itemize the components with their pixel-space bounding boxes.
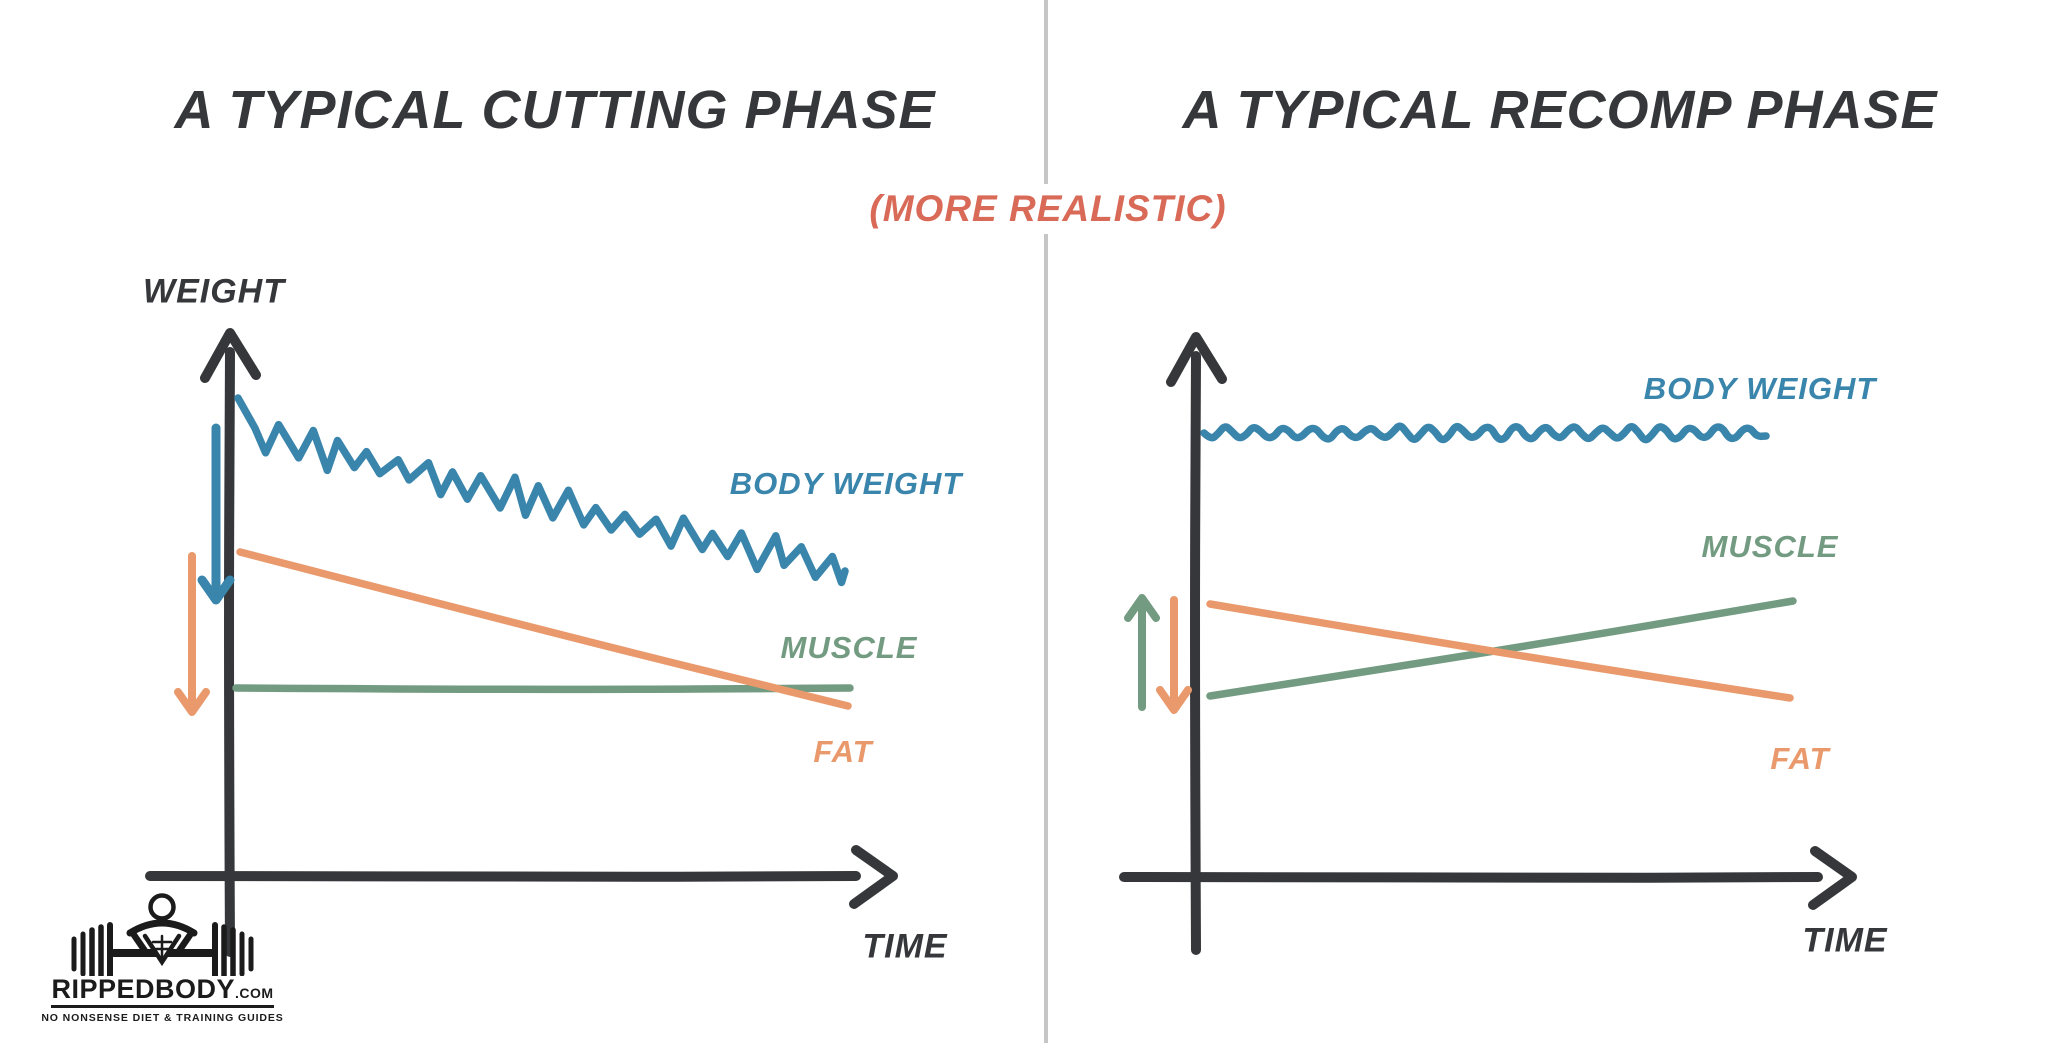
recomp-phase-fat-line [1206, 600, 1794, 702]
right-x-axis-label: TIME [1802, 921, 1888, 960]
recomp-phase-y-axis [1190, 351, 1201, 955]
logo-tagline: NO NONSENSE DIET & TRAINING GUIDES [41, 1012, 284, 1024]
logo-brand-suffix: .COM [235, 985, 274, 1001]
cutting-phase-fat-down-arrow-head [174, 688, 210, 716]
cutting-phase-body-weight-line [234, 394, 849, 587]
subtitle-more-realistic: (MORE REALISTIC) [851, 184, 1245, 234]
logo-brand-text: RIPPEDBODY [51, 974, 235, 1004]
cutting-phase-y-axis-arrowhead [200, 328, 261, 383]
recomp-phase-x-axis [1119, 872, 1823, 884]
barbell-lifter-icon [71, 893, 254, 976]
right-chart-title: A TYPICAL RECOMP PHASE [1182, 80, 1938, 140]
left-x-axis-label: TIME [862, 927, 948, 966]
left-muscle-label: MUSCLE [780, 630, 918, 665]
rippedbody-logo: RIPPEDBODY.COM NO NONSENSE DIET & TRAINI… [41, 886, 283, 1024]
logo-wordmark: RIPPEDBODY.COM [51, 974, 274, 1008]
left-fat-label: FAT [813, 734, 873, 769]
recomp-phase-x-axis-arrowhead [1808, 846, 1857, 910]
recomp-phase-muscle-line [1206, 597, 1797, 700]
left-body-weight-label: BODY WEIGHT [729, 466, 963, 501]
left-chart-title: A TYPICAL CUTTING PHASE [174, 80, 936, 140]
right-fat-label: FAT [1770, 741, 1830, 776]
cutting-phase-x-axis [145, 871, 861, 883]
recomp-phase-y-axis-arrowhead [1166, 332, 1227, 387]
right-muscle-label: MUSCLE [1701, 529, 1839, 564]
panel-divider [1044, 0, 1048, 1043]
cutting-phase-body-weight-down-arrow-head [197, 575, 235, 605]
cutting-phase-fat-line [236, 548, 852, 710]
recomp-phase-fat-down-arrow-head [1156, 686, 1192, 714]
left-y-axis-label: WEIGHT [143, 272, 285, 311]
recomp-phase-muscle-up-arrow-head [1124, 594, 1160, 622]
cutting-phase-x-axis-arrowhead [849, 845, 898, 909]
cutting-phase-y-axis [224, 347, 235, 957]
recomp-phase-body-weight-line [1200, 422, 1770, 444]
cutting-phase-muscle-line [232, 684, 854, 694]
right-body-weight-label: BODY WEIGHT [1643, 371, 1877, 406]
